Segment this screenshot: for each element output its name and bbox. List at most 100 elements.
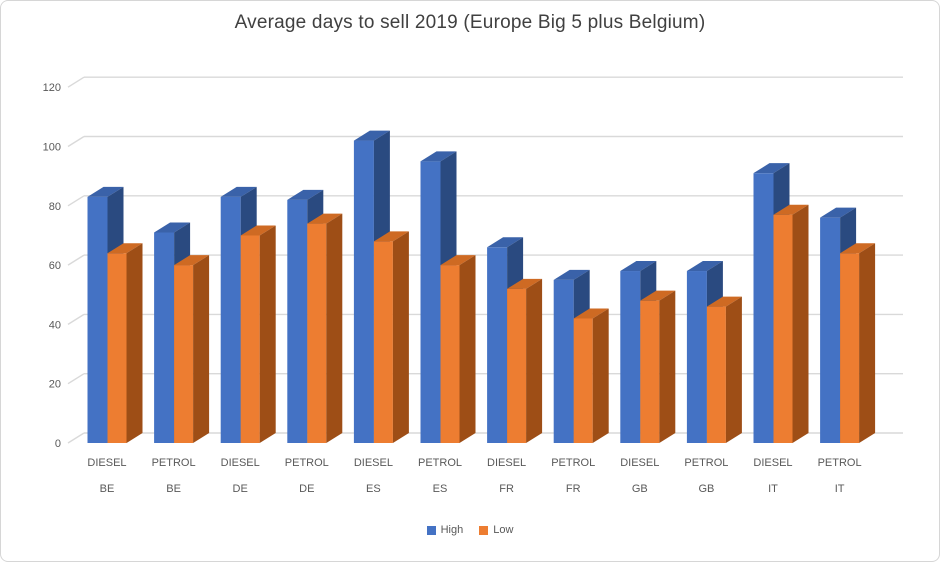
bar-front-low (307, 223, 327, 443)
bar-top-high (753, 163, 790, 174)
category-country-label: BE (100, 483, 115, 495)
bar-front-high (820, 217, 841, 443)
gridline-depth-connector (67, 254, 85, 266)
gridline-depth-connector (67, 373, 85, 385)
category-fuel-label: DIESEL (753, 457, 792, 469)
y-tick-label: 40 (49, 319, 61, 331)
y-tick-label: 120 (43, 82, 61, 94)
gridline-depth-connector (67, 432, 85, 444)
category-country-label: GB (632, 483, 648, 495)
bar-side-low (592, 308, 609, 443)
bar-top-low (440, 255, 476, 266)
bar-top-high (553, 269, 590, 280)
bar-top-low (640, 290, 676, 301)
category-country-label: IT (835, 483, 845, 495)
bar-top-high (353, 130, 390, 141)
bar-front-low (373, 241, 393, 443)
category-fuel-label: PETROL (152, 457, 196, 469)
bar-front-high (620, 271, 641, 443)
bar-top-low (706, 296, 742, 307)
y-tick-label: 60 (49, 260, 61, 272)
bar-front-high (553, 279, 574, 443)
bar-side-low (659, 290, 676, 443)
bar-side-low (259, 225, 276, 443)
category-fuel-label: DIESEL (620, 457, 659, 469)
category-country-label: BE (166, 483, 181, 495)
bar-front-high (487, 247, 508, 443)
bar-front-high (154, 232, 175, 443)
bar-top-low (573, 308, 609, 319)
gridline-depth-connector (67, 195, 85, 207)
category-country-label: FR (499, 483, 514, 495)
bar-front-low (107, 253, 127, 443)
bar-front-low (840, 253, 860, 443)
bar-front-high (220, 196, 241, 443)
bar-front-low (773, 214, 793, 443)
bar-top-low (107, 243, 143, 254)
gridline-depth-connector (67, 76, 85, 88)
category-fuel-label: PETROL (418, 457, 462, 469)
category-fuel-label: PETROL (818, 457, 862, 469)
bar-front-low (573, 318, 593, 443)
bar-front-low (640, 300, 660, 443)
bar-front-low (174, 265, 194, 443)
bar-front-low (440, 265, 460, 443)
chart-legend: High Low (1, 524, 939, 536)
category-country-label: DE (233, 483, 248, 495)
bar-top-high (420, 151, 457, 162)
bar-top-high (154, 222, 191, 233)
category-country-label: FR (566, 483, 581, 495)
bar-top-low (307, 213, 343, 224)
bar-front-high (353, 140, 374, 443)
bar-side-low (326, 213, 343, 443)
bar-side-low (459, 255, 476, 443)
y-tick-label: 20 (49, 379, 61, 391)
bar-top-low (174, 255, 210, 266)
bar-side-low (392, 231, 409, 443)
bar-top-low (773, 204, 809, 215)
bar-front-low (706, 306, 726, 443)
chart-plot-area: 0 20 40 60 80 100 120 DIESEL BE PETROL BE DIESEL DE P… (43, 76, 903, 495)
bar-front-high (287, 199, 308, 443)
category-fuel-label: PETROL (285, 457, 329, 469)
bar-side-low (859, 243, 876, 443)
category-fuel-label: DIESEL (354, 457, 393, 469)
chart-title: Average days to sell 2019 (Europe Big 5 … (234, 12, 706, 33)
legend-item-high: High (426, 524, 464, 536)
bar-top-low (507, 278, 543, 289)
bar-top-high (487, 237, 524, 248)
bar-front-low (507, 288, 527, 443)
bar-side-low (193, 255, 210, 443)
category-country-label: GB (698, 483, 714, 495)
bar-front-high (753, 173, 774, 443)
y-tick-label: 100 (43, 142, 61, 154)
bar-top-high (220, 186, 257, 197)
bar-top-high (686, 261, 723, 272)
gridline-depth-connector (67, 313, 85, 325)
legend-item-low: Low (479, 524, 513, 536)
bar-side-low (526, 278, 543, 443)
bar-top-high (620, 261, 657, 272)
category-fuel-label: DIESEL (221, 457, 260, 469)
bar-side-low (126, 243, 143, 443)
category-fuel-label: DIESEL (87, 457, 126, 469)
legend-label-high: High (440, 524, 464, 536)
category-fuel-label: PETROL (551, 457, 595, 469)
legend-swatch-low-icon (479, 525, 489, 535)
bar-top-high (87, 186, 124, 197)
bar-top-low (840, 243, 876, 254)
bar-front-high (87, 196, 108, 443)
bar-side-low (725, 296, 742, 443)
category-fuel-label: PETROL (684, 457, 728, 469)
bar-front-high (420, 161, 441, 443)
bar-side-low (792, 204, 809, 443)
gridline-depth-connector (67, 135, 85, 148)
category-country-label: DE (299, 483, 314, 495)
category-country-label: ES (433, 483, 448, 495)
legend-label-low: Low (493, 524, 514, 536)
bar-top-low (240, 225, 276, 236)
bar-front-high (686, 271, 707, 443)
category-country-label: IT (768, 483, 778, 495)
legend-swatch-high-icon (426, 525, 436, 535)
